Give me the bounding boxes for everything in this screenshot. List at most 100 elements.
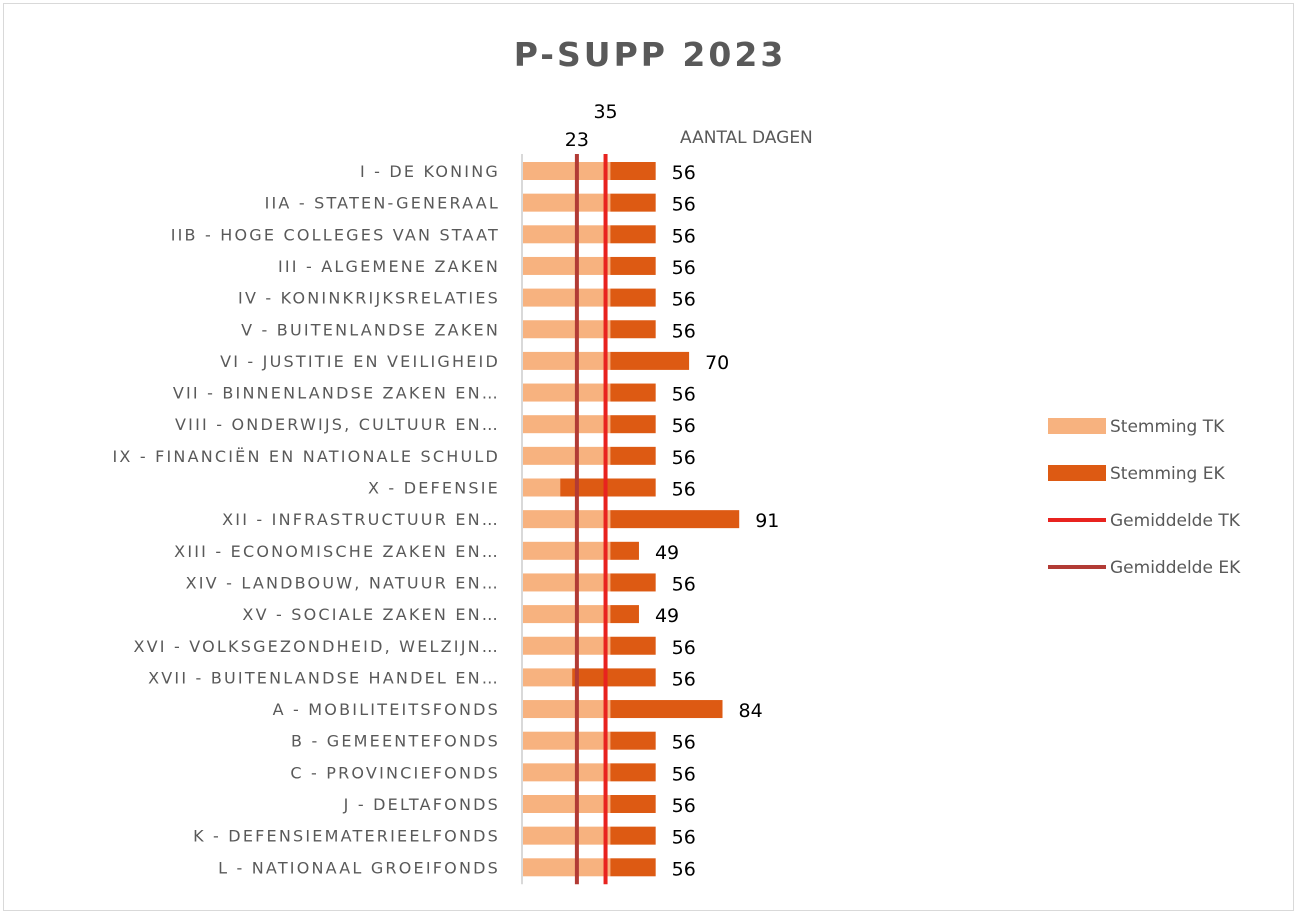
reference-label-ek: 23 — [565, 129, 589, 151]
bar-stemming-ek — [610, 446, 656, 465]
category-label: A - MOBILITEITSFONDS — [273, 700, 500, 719]
bar-stemming-ek — [610, 351, 690, 370]
bar-stemming-tk — [522, 288, 611, 307]
data-label: 56 — [672, 668, 696, 690]
category-label: IIA - STATEN-GENERAAL — [265, 194, 500, 213]
category-label: J - DELTAFONDS — [343, 795, 500, 814]
bar-stemming-ek — [610, 636, 656, 655]
bar-stemming-ek — [610, 826, 656, 845]
legend-swatch — [1048, 465, 1106, 481]
category-label: VIII - ONDERWIJS, CULTUUR EN… — [175, 415, 500, 434]
bar-stemming-ek — [560, 478, 656, 497]
data-label: 56 — [672, 289, 696, 311]
bar-stemming-ek — [610, 383, 656, 402]
data-label: 70 — [705, 352, 729, 374]
category-label: XVI - VOLKSGEZONDHEID, WELZIJN… — [133, 637, 500, 656]
data-label: 56 — [672, 637, 696, 659]
bar-stemming-tk — [522, 478, 561, 497]
reference-label-tk: 35 — [593, 101, 617, 123]
bar-stemming-tk — [522, 446, 611, 465]
category-label: XV - SOCIALE ZAKEN EN… — [242, 605, 500, 624]
data-label: 56 — [672, 447, 696, 469]
bar-stemming-ek — [610, 415, 656, 434]
category-label: X - DEFENSIE — [368, 479, 500, 498]
data-label: 49 — [655, 542, 679, 564]
data-label: 56 — [672, 194, 696, 216]
data-label: 56 — [672, 763, 696, 785]
bar-stemming-ek — [610, 763, 656, 782]
bar-stemming-tk — [522, 256, 611, 275]
legend-item: Stemming EK — [1048, 464, 1225, 484]
bar-stemming-tk — [522, 415, 611, 434]
bar-stemming-ek — [610, 605, 639, 624]
category-label: L - NATIONAAL GROEIFONDS — [218, 858, 500, 877]
category-label: B - GEMEENTEFONDS — [291, 732, 500, 751]
bar-stemming-tk — [522, 162, 611, 180]
data-label: 56 — [672, 320, 696, 342]
legend-swatch — [1048, 418, 1106, 434]
data-label: 56 — [672, 479, 696, 501]
data-label: 56 — [672, 162, 696, 184]
data-label: 56 — [672, 827, 696, 849]
bar-stemming-tk — [522, 700, 611, 719]
category-label: VII - BINNENLANDSE ZAKEN EN… — [173, 384, 500, 403]
bar-stemming-ek — [610, 795, 656, 813]
legend-label: Stemming EK — [1110, 464, 1225, 484]
bar-stemming-ek — [610, 573, 656, 592]
bar-stemming-ek — [610, 288, 656, 307]
bar-stemming-tk — [522, 225, 611, 244]
data-label: 56 — [672, 384, 696, 406]
bar-stemming-tk — [522, 826, 611, 845]
bar-stemming-ek — [610, 162, 656, 180]
category-label: IV - KONINKRIJKSRELATIES — [238, 289, 500, 308]
bar-stemming-tk — [522, 668, 573, 687]
data-label: 84 — [739, 700, 763, 722]
category-label: XII - INFRASTRUCTUUR EN… — [222, 510, 500, 529]
bar-stemming-tk — [522, 193, 611, 212]
bar-stemming-ek — [610, 320, 656, 339]
data-label: 56 — [672, 225, 696, 247]
data-label: 56 — [672, 732, 696, 754]
data-label: 56 — [672, 795, 696, 817]
bar-stemming-tk — [522, 636, 611, 655]
bar-stemming-tk — [522, 383, 611, 402]
data-label: 56 — [672, 415, 696, 437]
category-label: K - DEFENSIEMATERIEELFONDS — [193, 827, 500, 846]
bar-stemming-ek — [610, 541, 639, 560]
bar-stemming-tk — [522, 858, 611, 877]
value-header: AANTAL DAGEN — [680, 128, 813, 148]
bar-stemming-tk — [522, 541, 611, 560]
legend-item: Gemiddelde EK — [1048, 558, 1241, 578]
category-label: XVII - BUITENLANDSE HANDEL EN… — [148, 668, 500, 687]
data-label: 49 — [655, 605, 679, 627]
category-label: III - ALGEMENE ZAKEN — [278, 257, 500, 276]
legend-item: Gemiddelde TK — [1048, 511, 1241, 531]
data-label: 56 — [672, 257, 696, 279]
data-label: 91 — [755, 510, 779, 532]
category-label: VI - JUSTITIE EN VEILIGHEID — [220, 352, 500, 371]
legend-label: Gemiddelde TK — [1110, 511, 1241, 531]
data-label: 56 — [672, 858, 696, 880]
category-label: C - PROVINCIEFONDS — [290, 763, 500, 782]
bar-stemming-ek — [610, 858, 656, 877]
category-label: IIB - HOGE COLLEGES VAN STAAT — [171, 225, 500, 244]
chart-title: P-SUPP 2023 — [514, 35, 787, 74]
bar-stemming-ek — [610, 225, 656, 244]
bar-stemming-ek — [572, 668, 656, 687]
bar-stemming-ek — [610, 700, 723, 719]
data-label: 56 — [672, 573, 696, 595]
category-label: XIII - ECONOMISCHE ZAKEN EN… — [174, 542, 500, 561]
bar-stemming-tk — [522, 731, 611, 750]
chart-frame — [3, 3, 1294, 911]
bar-stemming-ek — [610, 193, 656, 212]
legend-item: Stemming TK — [1048, 417, 1225, 437]
bar-stemming-tk — [522, 510, 611, 529]
bar-stemming-ek — [610, 731, 656, 750]
legend-label: Gemiddelde EK — [1110, 558, 1241, 578]
bar-stemming-tk — [522, 795, 611, 813]
bar-stemming-tk — [522, 605, 611, 624]
category-label: IX - FINANCIËN EN NATIONALE SCHULD — [112, 447, 500, 466]
bar-stemming-tk — [522, 351, 611, 370]
bar-stemming-ek — [610, 256, 656, 275]
